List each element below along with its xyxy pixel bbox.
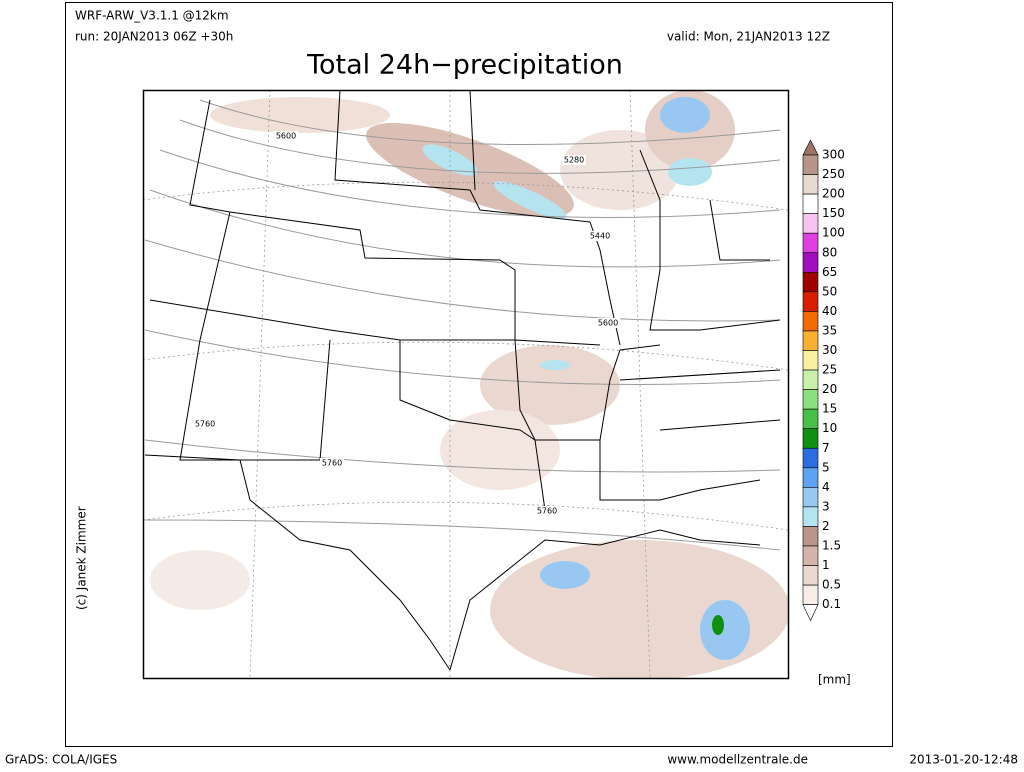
contour-label: 5440 — [590, 232, 610, 241]
colorbar-label: 300 — [822, 148, 845, 162]
colorbar-band — [802, 193, 819, 214]
contour-label-bg — [596, 318, 620, 328]
colorbar-label: 0.5 — [822, 578, 841, 592]
colorbar-label: 250 — [822, 167, 845, 181]
contour-label-bg — [320, 458, 344, 468]
colorbar-label: 35 — [822, 323, 837, 337]
valid-text: valid: Mon, 21JAN2013 12Z — [667, 30, 830, 44]
colorbar-band — [802, 545, 819, 566]
colorbar-band — [802, 213, 819, 234]
colorbar-band — [802, 467, 819, 488]
precipitation — [150, 90, 788, 678]
map-border — [142, 89, 790, 680]
colorbar-band — [802, 428, 819, 449]
model-text: WRF-ARW_V3.1.1 @12km — [75, 9, 229, 23]
height-contours — [144, 99, 781, 551]
borders — [144, 90, 781, 671]
contour-label: 5760 — [195, 420, 215, 429]
colorbar-label: 50 — [822, 284, 837, 298]
colorbar-label: 1 — [822, 558, 830, 572]
contour-label: 5600 — [276, 132, 296, 141]
colorbar-label: 65 — [822, 265, 837, 279]
footer-center: www.modellzentrale.de — [667, 753, 808, 767]
colorbar-band — [802, 330, 819, 351]
contour-label: 5280 — [564, 156, 584, 165]
colorbar-band — [802, 584, 819, 605]
colorbar-band — [802, 389, 819, 410]
colorbar-label: 15 — [822, 402, 837, 416]
title: Total 24h−precipitation — [306, 50, 623, 81]
colorbar-label: 150 — [822, 206, 845, 220]
colorbar-label: 5 — [822, 460, 830, 474]
contour-label: 5760 — [322, 459, 342, 468]
colorbar-band — [802, 526, 819, 547]
colorbar-band — [802, 447, 819, 469]
colorbar-label: 40 — [822, 304, 837, 318]
colorbar-band — [802, 154, 819, 175]
footer-right: 2013-01-20-12:48 — [909, 753, 1018, 767]
colorbar-bottom — [802, 604, 819, 622]
colorbar-band — [802, 174, 819, 195]
colorbar-label: 30 — [822, 343, 837, 357]
footer-left: GrADS: COLA/IGES — [5, 753, 117, 767]
colorbar-band — [802, 311, 819, 332]
colorbar-band — [802, 369, 819, 390]
colorbar-label: 7 — [822, 441, 830, 455]
colorbar-band — [802, 408, 819, 429]
colorbar-band — [802, 350, 819, 371]
colorbar-label: 1.5 — [822, 539, 841, 553]
colorbar-label: 2 — [822, 519, 830, 533]
colorbar-band — [802, 271, 819, 293]
colorbar-band — [802, 565, 819, 586]
colorbar-label: 20 — [822, 382, 837, 396]
legend-unit: [mm] — [818, 673, 851, 687]
contour-label-bg — [562, 155, 586, 165]
map — [143, 90, 788, 678]
colorbar-label: 25 — [822, 363, 837, 377]
colorbar-band — [802, 291, 819, 312]
colorbar-band — [802, 232, 819, 254]
colorbar-label: 200 — [822, 187, 845, 201]
copyright: (c) Janek Zimmer — [75, 506, 89, 610]
colorbar-label: 4 — [822, 480, 830, 494]
colorbar-label: 80 — [822, 245, 837, 259]
run-text: run: 20JAN2013 06Z +30h — [75, 30, 233, 44]
contour-label: 5600 — [598, 319, 618, 328]
contour-label-bg — [588, 231, 612, 241]
colorbar-label: 100 — [822, 226, 845, 240]
contour-label: 5760 — [537, 507, 557, 516]
colorbar-band — [802, 487, 819, 508]
colorbar-label: 10 — [822, 421, 837, 435]
graticule — [143, 90, 788, 678]
colorbar-label: 0.1 — [822, 597, 841, 611]
contour-label-bg — [274, 131, 298, 141]
colorbar-label: 3 — [822, 499, 830, 513]
contour-label-bg — [535, 506, 559, 516]
colorbar-band — [802, 252, 819, 273]
colorbar-band — [802, 506, 819, 527]
contour-label-bg — [193, 419, 217, 429]
